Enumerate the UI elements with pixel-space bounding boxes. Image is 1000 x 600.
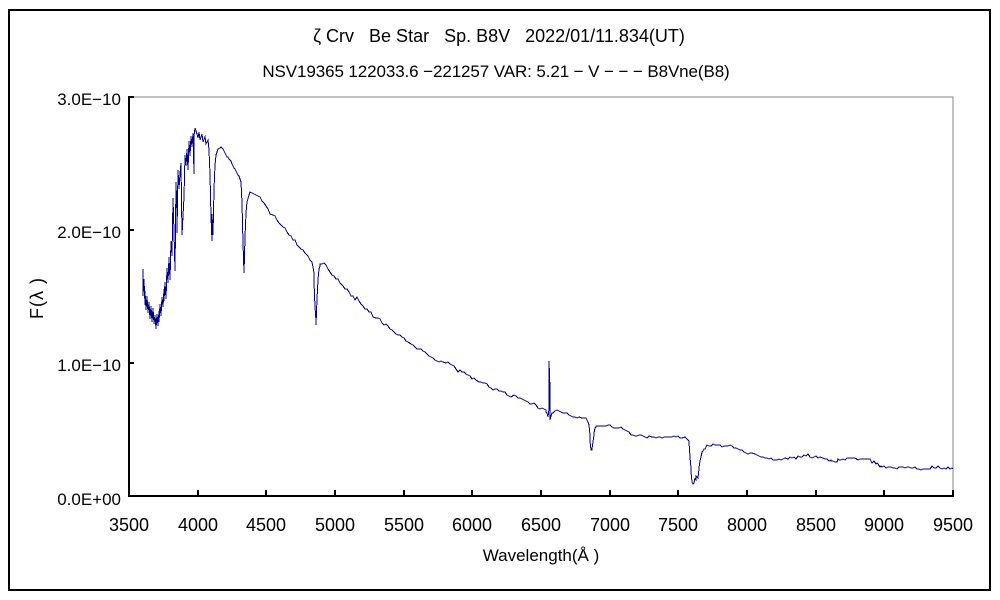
svg-text:8500: 8500 xyxy=(796,515,836,535)
svg-text:7000: 7000 xyxy=(590,515,630,535)
svg-text:8000: 8000 xyxy=(727,515,767,535)
svg-text:ζ Crv Be Star Sp. B8V 20: ζ Crv Be Star Sp. B8V 2022/01/11.834(UT) xyxy=(313,26,685,46)
svg-text:6500: 6500 xyxy=(521,515,561,535)
svg-text:4500: 4500 xyxy=(246,515,286,535)
svg-text:4000: 4000 xyxy=(178,515,218,535)
svg-text:0.0E+00: 0.0E+00 xyxy=(57,490,121,509)
svg-text:7500: 7500 xyxy=(658,515,698,535)
svg-text:Wavelength(Å ): Wavelength(Å ) xyxy=(483,546,600,565)
svg-text:3500: 3500 xyxy=(109,515,149,535)
svg-text:5000: 5000 xyxy=(315,515,355,535)
svg-text:6000: 6000 xyxy=(452,515,492,535)
svg-text:NSV19365 122033.6 −221257 VAR:: NSV19365 122033.6 −221257 VAR: 5.21 − V … xyxy=(262,62,729,81)
svg-text:9500: 9500 xyxy=(933,515,973,535)
svg-text:1.0E−10: 1.0E−10 xyxy=(57,356,121,375)
svg-text:2.0E−10: 2.0E−10 xyxy=(57,223,121,242)
svg-text:5500: 5500 xyxy=(384,515,424,535)
svg-text:3.0E−10: 3.0E−10 xyxy=(57,90,121,109)
svg-text:9000: 9000 xyxy=(864,515,904,535)
svg-text:F(λ ): F(λ ) xyxy=(27,277,47,319)
